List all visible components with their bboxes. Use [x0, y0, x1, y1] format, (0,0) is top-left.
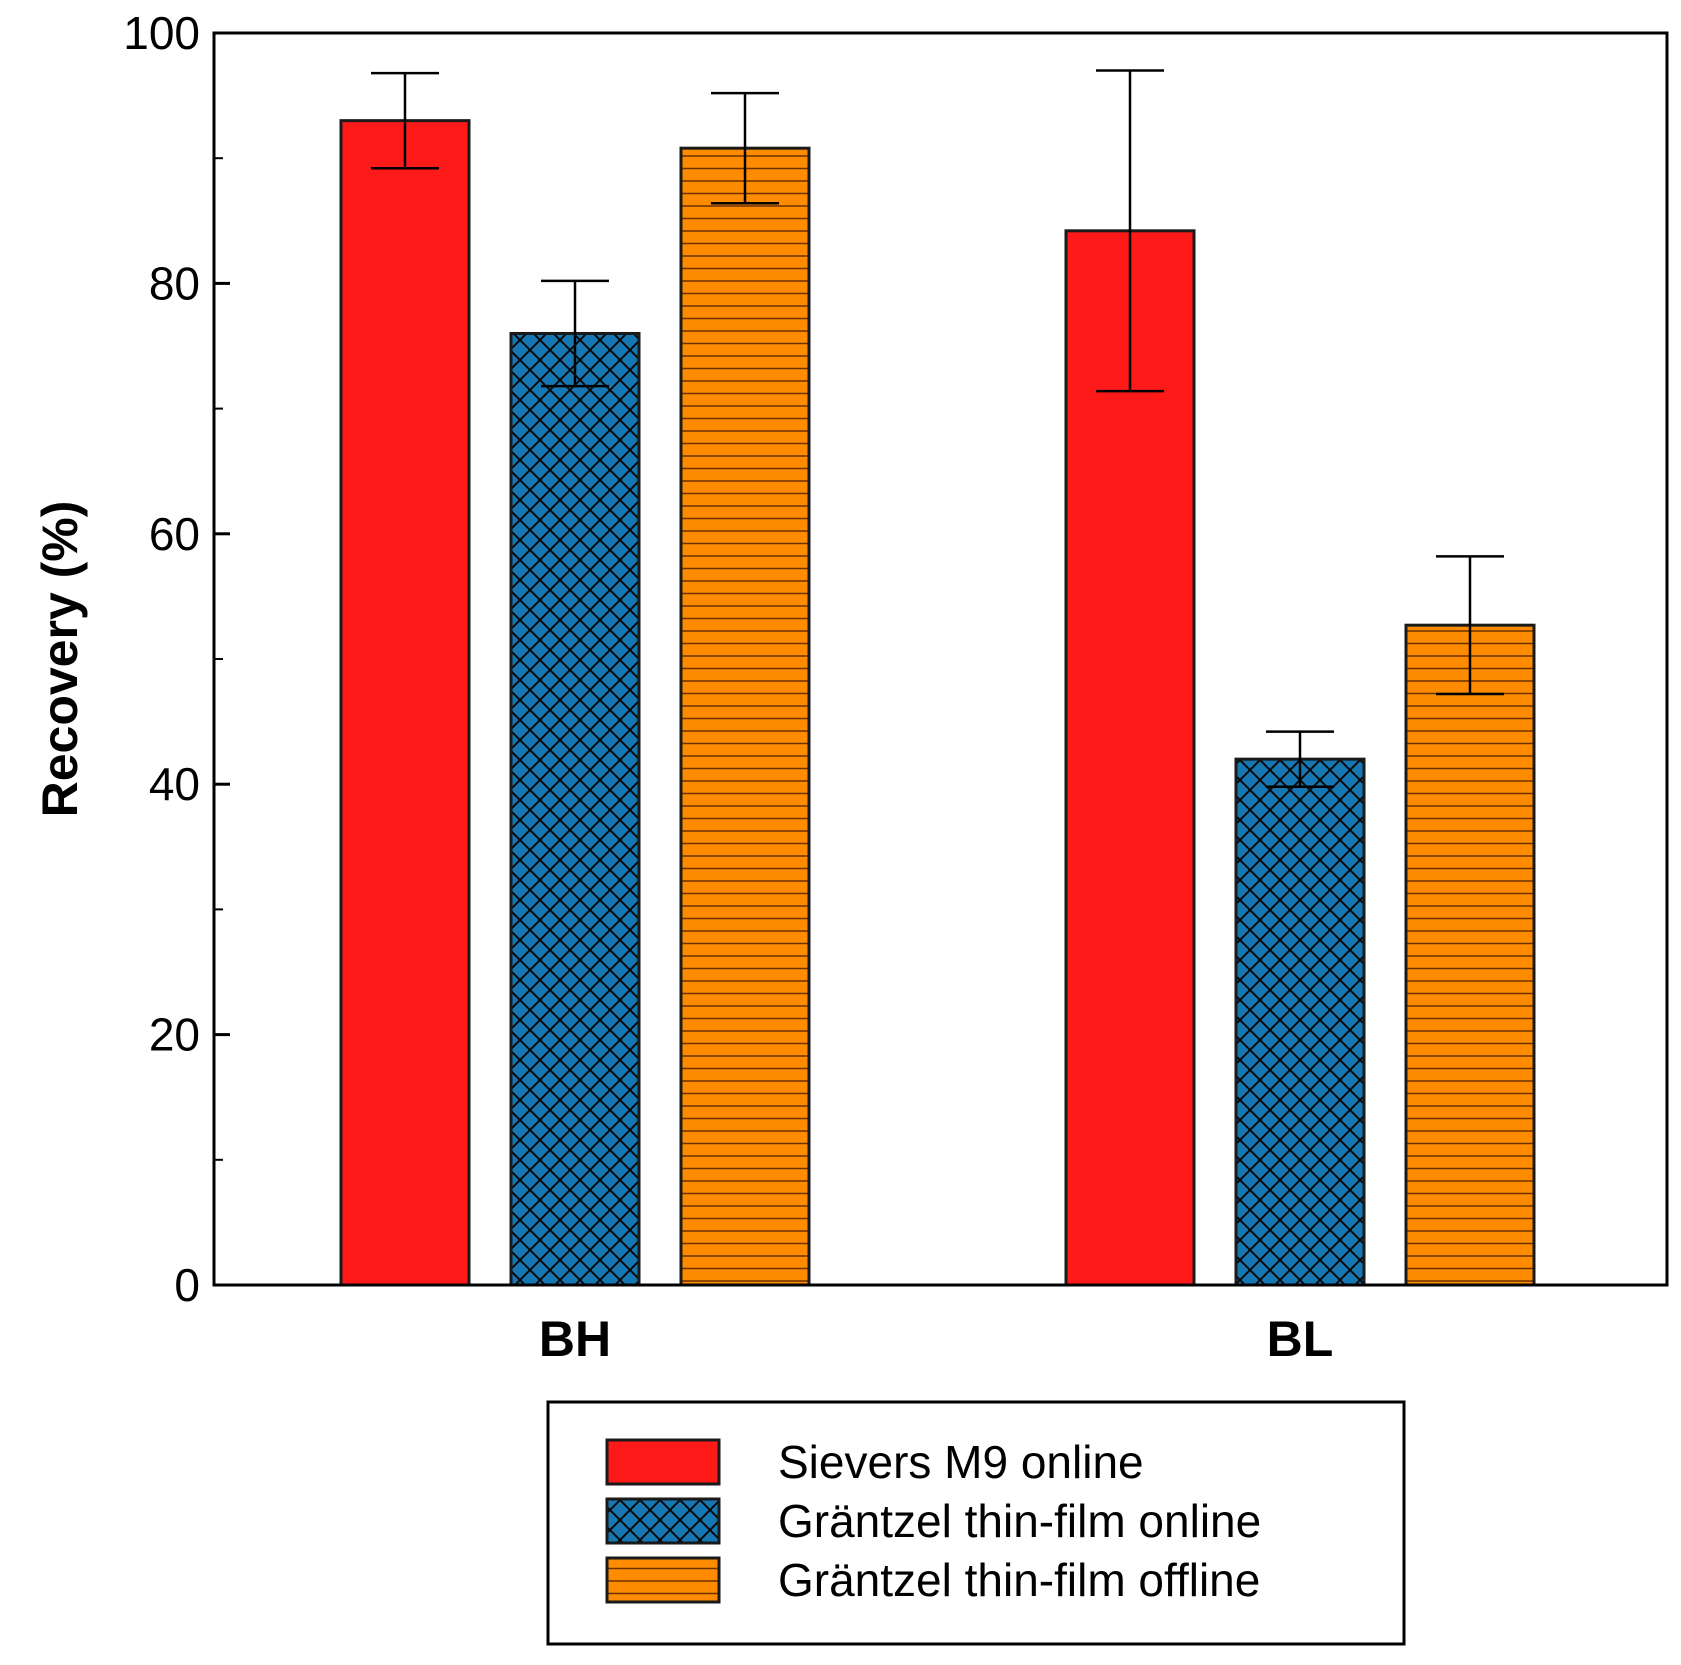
- x-category-label: BL: [1267, 1311, 1334, 1367]
- y-tick-label: 80: [149, 257, 200, 309]
- y-tick-label: 60: [149, 508, 200, 560]
- bar-bl-series-1: [1064, 229, 1196, 1287]
- legend-swatch-3: [605, 1556, 721, 1604]
- bar-bh-series-2: [509, 331, 641, 1287]
- legend-label-1: Sievers M9 online: [778, 1436, 1144, 1488]
- legend-label-3: Gräntzel thin-film offline: [778, 1554, 1260, 1606]
- y-tick-label: 20: [149, 1009, 200, 1061]
- legend-label-2: Gräntzel thin-film online: [778, 1495, 1261, 1547]
- bar-bh-series-1: [339, 119, 471, 1287]
- y-tick-label: 40: [149, 758, 200, 810]
- y-tick-label: 100: [123, 7, 200, 59]
- legend-swatch-1: [605, 1438, 721, 1486]
- x-category-label: BH: [539, 1311, 611, 1367]
- y-tick-label: 0: [174, 1259, 200, 1311]
- bar-bl-series-3: [1404, 623, 1536, 1287]
- bar-bl-series-2: [1234, 757, 1366, 1287]
- y-axis-title: Recovery (%): [32, 501, 88, 818]
- bar-bh-series-3: [679, 146, 811, 1287]
- legend-swatch-2: [605, 1497, 721, 1545]
